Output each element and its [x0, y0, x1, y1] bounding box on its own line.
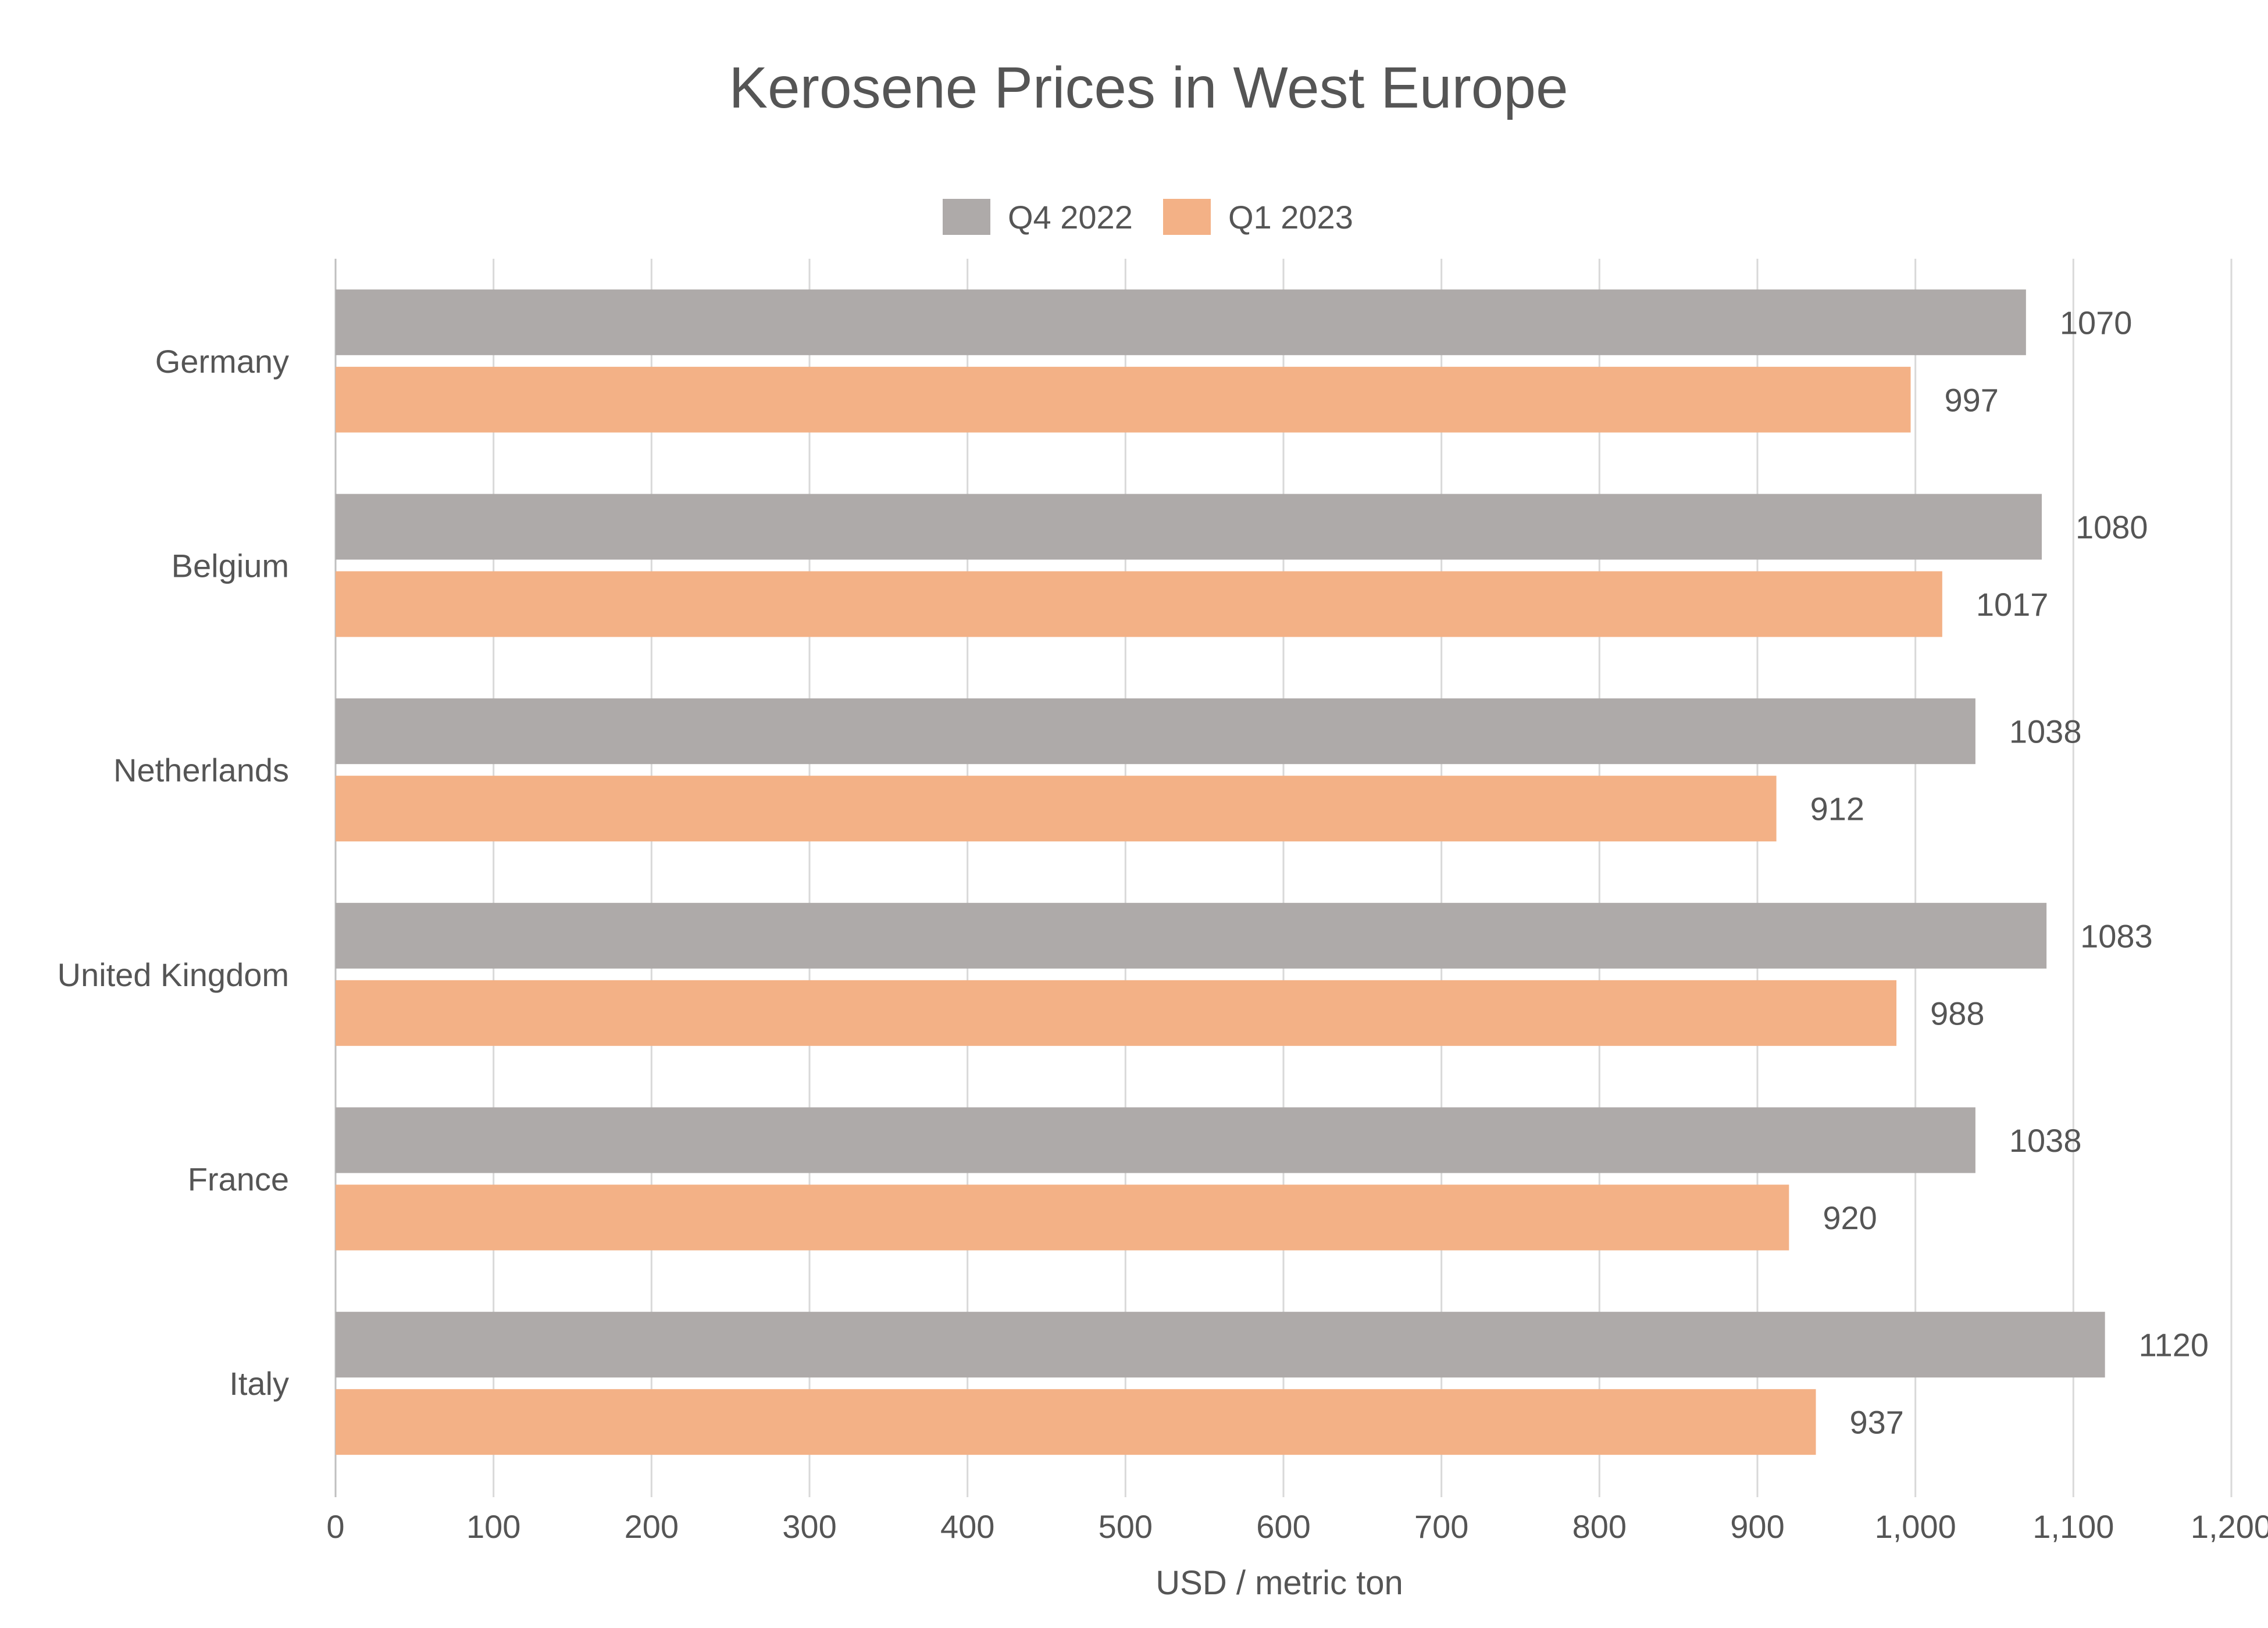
category-label: Netherlands	[113, 752, 289, 788]
data-label: 988	[1930, 995, 1984, 1031]
data-label: 1120	[2139, 1327, 2209, 1363]
x-tick-label: 1,200	[2191, 1508, 2268, 1545]
legend-swatch	[1163, 199, 1211, 235]
x-tick-label: 0	[326, 1508, 344, 1545]
grid-lines	[334, 259, 2233, 1497]
x-tick-label: 900	[1730, 1508, 1784, 1545]
category-label: Belgium	[172, 548, 289, 584]
bar	[336, 1389, 1816, 1455]
x-tick-label: 800	[1572, 1508, 1627, 1545]
data-label: 1083	[2080, 917, 2153, 954]
legend-swatch	[943, 199, 990, 235]
x-tick-label: 400	[940, 1508, 994, 1545]
x-tick-label: 600	[1256, 1508, 1310, 1545]
data-label: 1080	[2076, 509, 2148, 545]
x-tick-label: 100	[466, 1508, 520, 1545]
data-label: 1038	[2009, 713, 2082, 750]
category-label: Italy	[229, 1365, 289, 1402]
bar	[336, 776, 1777, 842]
data-label: 937	[1850, 1404, 1904, 1441]
x-tick-labels: 0 100 200 300 400 500 600 700 800 900 1,000 1,100 1,…	[326, 1508, 2268, 1545]
bars	[336, 289, 2105, 1455]
legend: Q4 2022 Q1 2023	[943, 199, 1353, 235]
x-tick-label: 200	[625, 1508, 679, 1545]
x-tick-label: 1,100	[2032, 1508, 2114, 1545]
bar	[336, 980, 1897, 1046]
data-label: 997	[1945, 381, 1999, 418]
category-label: United Kingdom	[58, 956, 289, 993]
data-label: 920	[1823, 1199, 1877, 1236]
bar	[336, 494, 2042, 560]
data-label: 1017	[1976, 586, 2049, 623]
value-labels: 1070 997 1080 1017 1038 912 1083 988 1038 920 1120…	[1810, 304, 2209, 1440]
data-label: 912	[1810, 791, 1864, 827]
bar	[336, 289, 2026, 355]
bar	[336, 902, 2047, 969]
legend-label: Q1 2023	[1228, 199, 1353, 235]
bar	[336, 571, 1942, 637]
category-label: France	[188, 1161, 289, 1198]
x-tick-label: 700	[1414, 1508, 1468, 1545]
chart-title: Kerosene Prices in West Europe	[729, 55, 1568, 120]
bar	[336, 366, 1911, 433]
data-label: 1038	[2009, 1122, 2082, 1159]
x-axis-label: USD / metric ton	[1156, 1564, 1403, 1602]
bar	[336, 1312, 2105, 1378]
bar	[336, 1107, 1975, 1173]
data-label: 1070	[2060, 304, 2133, 341]
legend-label: Q4 2022	[1008, 199, 1133, 235]
x-tick-label: 300	[782, 1508, 836, 1545]
category-label: Germany	[155, 343, 289, 380]
x-tick-label: 1,000	[1875, 1508, 1956, 1545]
x-tick-label: 500	[1099, 1508, 1153, 1545]
bar	[336, 698, 1975, 765]
category-labels: Germany Belgium Netherlands United Kingdom F…	[58, 343, 289, 1402]
bar	[336, 1184, 1789, 1251]
